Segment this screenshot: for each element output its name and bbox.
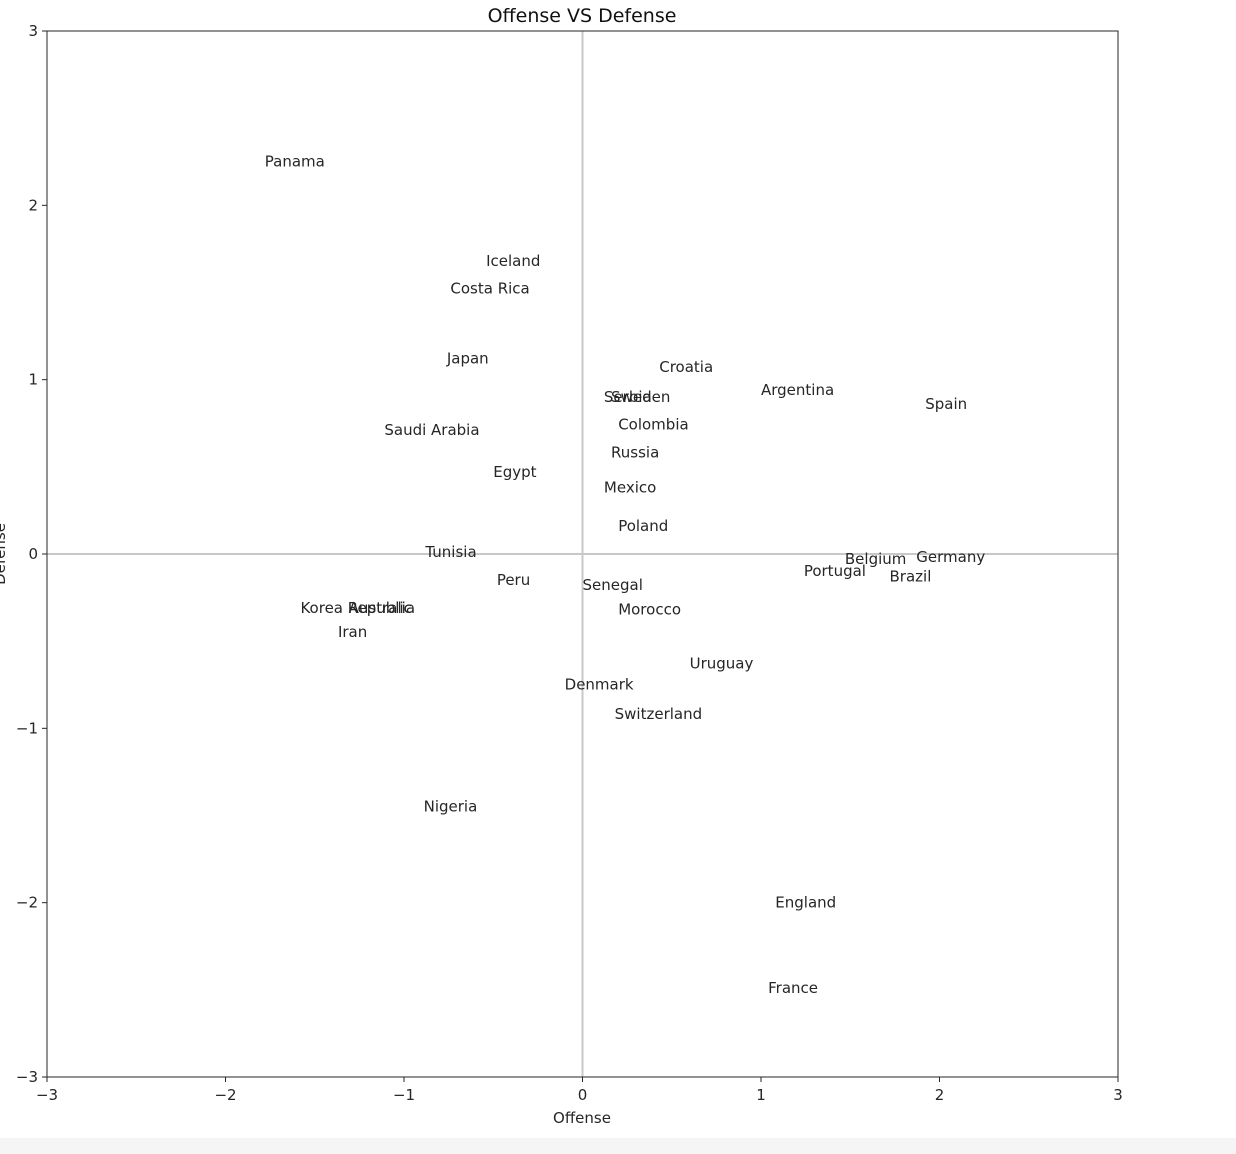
point-label: Saudi Arabia — [384, 421, 479, 439]
point-label: Korea Republic — [300, 599, 411, 617]
point-label: Tunisia — [424, 543, 476, 561]
y-axis-label: Defense — [0, 523, 9, 585]
point-label: Switzerland — [615, 705, 703, 723]
point-label: Spain — [925, 395, 967, 413]
y-tick-label: −1 — [16, 719, 38, 737]
point-label: France — [768, 979, 818, 997]
reference-lines — [47, 31, 1118, 1077]
y-tick-label: −3 — [16, 1068, 38, 1086]
point-label: Egypt — [493, 463, 536, 481]
x-axis-label: Offense — [553, 1109, 611, 1127]
x-axis-ticks: −3 −2 −1 0 1 2 3 — [36, 1077, 1123, 1104]
y-tick-label: 1 — [28, 371, 38, 389]
x-tick-label: −3 — [36, 1086, 58, 1104]
y-tick-label: 0 — [28, 545, 38, 563]
point-label: Denmark — [565, 675, 634, 693]
chart-title: Offense VS Defense — [488, 5, 677, 27]
point-label: Australia — [349, 599, 415, 617]
x-tick-label: 0 — [578, 1086, 588, 1104]
point-label: Morocco — [618, 601, 681, 619]
point-label: Poland — [618, 517, 668, 535]
x-tick-label: 3 — [1113, 1086, 1123, 1104]
y-tick-label: −2 — [16, 894, 38, 912]
point-labels: Panama Iceland Costa Rica Japan Saudi Arabia… — [265, 152, 986, 996]
point-label: England — [775, 893, 836, 911]
point-label: Iceland — [486, 252, 540, 270]
y-tick-label: 3 — [28, 22, 38, 40]
point-label: Costa Rica — [450, 280, 529, 298]
x-tick-label: 1 — [756, 1086, 766, 1104]
point-label: Peru — [497, 571, 530, 589]
point-label: Mexico — [604, 478, 656, 496]
y-tick-label: 2 — [28, 196, 38, 214]
x-tick-label: −2 — [214, 1086, 236, 1104]
point-label: Uruguay — [690, 655, 754, 673]
point-label: Belgium — [845, 550, 907, 568]
point-label: Panama — [265, 152, 325, 170]
point-label: Croatia — [659, 358, 713, 376]
point-label: Sweden — [611, 388, 670, 406]
point-label: Iran — [338, 623, 367, 641]
point-label: Brazil — [890, 567, 932, 585]
y-axis-ticks: −3 −2 −1 0 1 2 3 — [16, 22, 47, 1086]
point-label: Nigeria — [424, 798, 478, 816]
point-label: Serbia — [604, 388, 652, 406]
point-label: Argentina — [761, 381, 834, 399]
point-label: Portugal — [804, 562, 866, 580]
point-label: Colombia — [618, 416, 689, 434]
point-label: Senegal — [583, 576, 643, 594]
x-tick-label: −1 — [393, 1086, 415, 1104]
point-label: Germany — [916, 548, 985, 566]
point-label: Japan — [446, 349, 489, 367]
x-tick-label: 2 — [935, 1086, 945, 1104]
point-label: Russia — [611, 444, 659, 462]
